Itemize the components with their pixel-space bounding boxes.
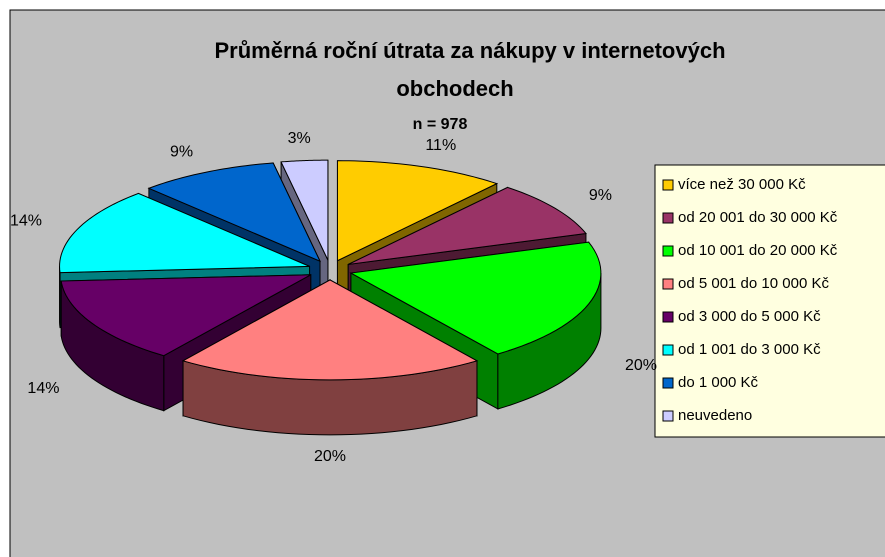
legend-swatch [662,179,674,191]
legend-label: od 3 000 do 5 000 Kč [678,308,821,325]
legend-swatch [662,245,674,257]
slice [181,279,479,381]
slice [336,160,499,262]
legend-label: více než 30 000 Kč [678,176,806,193]
legend-swatch [662,344,674,356]
legend-swatch [662,410,674,422]
data-label: 20% [314,448,346,465]
slice [347,186,587,265]
legend-label: od 1 001 do 3 000 Kč [678,341,821,358]
slice [147,162,322,263]
legend-swatch [662,212,674,224]
legend-swatch [662,377,674,389]
data-label: 11% [425,137,456,154]
legend-swatch [662,311,674,323]
data-label: 14% [27,380,59,397]
legend-label: do 1 000 Kč [678,374,759,391]
legend-label: neuvedeno [678,407,752,424]
legend [654,164,885,438]
legend-label: od 10 001 do 20 000 Kč [678,242,838,259]
slice [349,241,602,355]
legend-swatch [662,278,674,290]
slice [280,159,329,261]
data-label: 9% [170,144,193,161]
data-label: 14% [10,213,42,230]
data-label: 20% [625,357,657,374]
chart-subtitle: n = 978 [413,116,468,133]
legend-label: od 20 001 do 30 000 Kč [678,209,838,226]
chart-title: Průměrná roční útrata za nákupy v intern… [214,38,725,101]
slice [59,192,310,274]
slice [60,274,311,357]
data-label: 3% [288,130,311,147]
data-label: 9% [589,187,612,204]
legend-label: od 5 001 do 10 000 Kč [678,275,829,292]
